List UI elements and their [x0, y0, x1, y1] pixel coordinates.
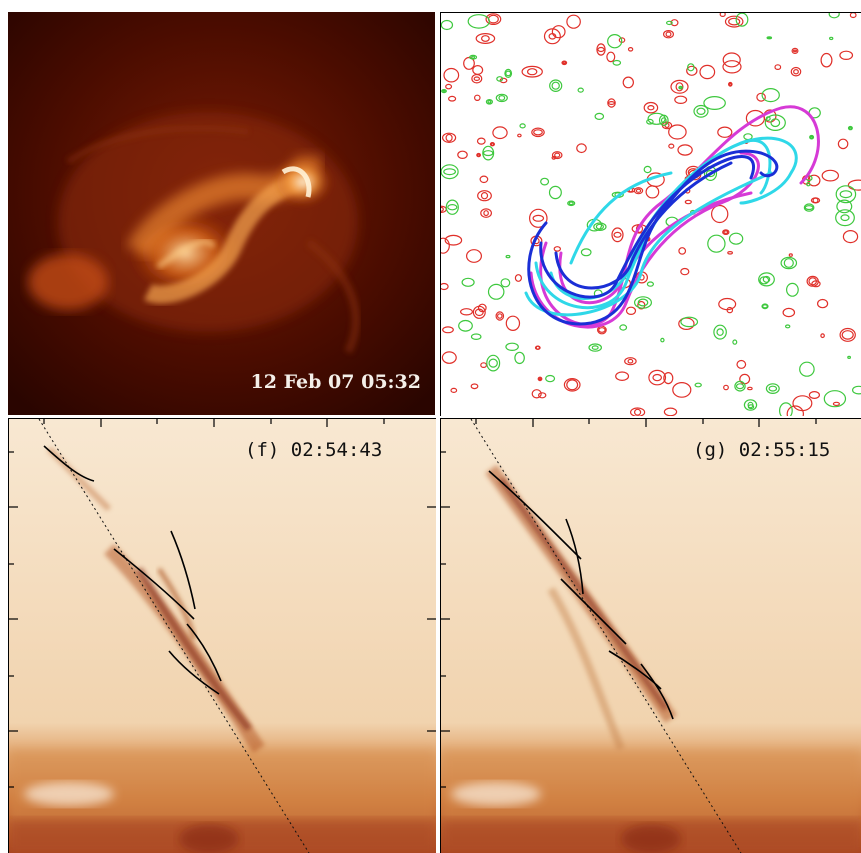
panel-g-label: (g) 02:55:15 — [693, 439, 831, 461]
panel-g-image: (g) 02:55:15 — [440, 418, 861, 853]
panel-f-graphic — [9, 419, 436, 853]
xray-sigmoid-graphic — [8, 12, 435, 415]
panel-g-graphic — [441, 419, 861, 853]
panel-f-image: (f) 02:54:43 — [8, 418, 436, 853]
xray-sigmoid-image: 12 Feb 07 05:32 — [8, 12, 435, 415]
model-field-lines — [524, 105, 820, 329]
red-magnetogram-contours — [441, 13, 861, 416]
field-line-model-image — [440, 12, 861, 416]
field-line-model-graphic — [441, 13, 861, 416]
panel-f-label: (f) 02:54:43 — [245, 439, 383, 461]
xray-timestamp: 12 Feb 07 05:32 — [250, 371, 421, 393]
